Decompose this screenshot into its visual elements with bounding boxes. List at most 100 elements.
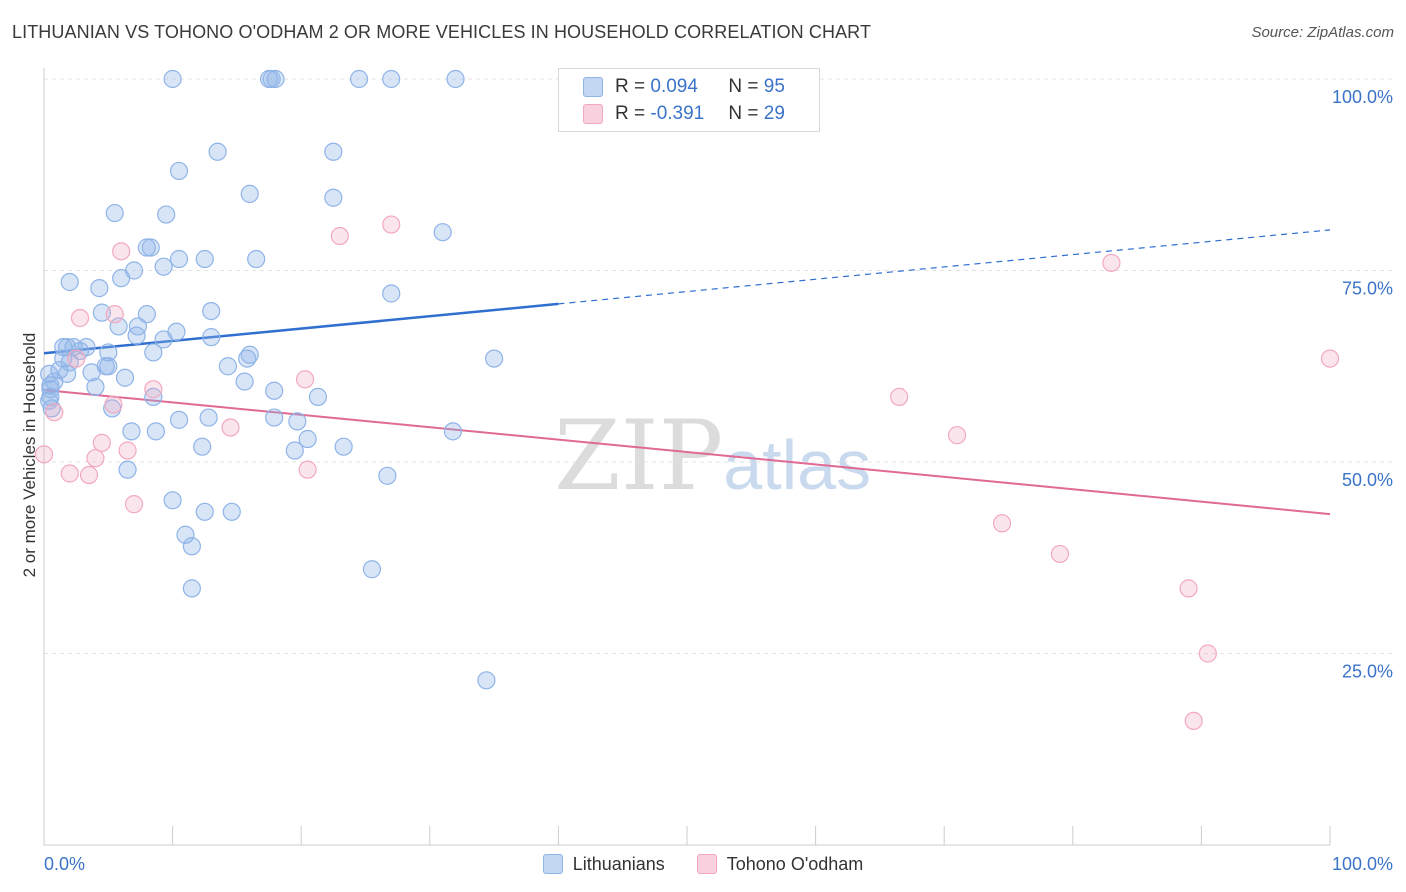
lithuanians-point xyxy=(115,368,135,387)
tohono-point xyxy=(60,464,79,483)
n-value: 95 xyxy=(763,76,785,97)
lithuanians-point xyxy=(122,422,141,441)
r-label: R = xyxy=(615,76,651,97)
watermark-atlas: atlas xyxy=(723,426,872,504)
stats-legend: R = 0.094 N = 95 R = -0.391 N = 29 xyxy=(558,68,820,132)
lithuanians-point xyxy=(208,142,227,161)
lithuanians-point xyxy=(112,269,131,288)
lithuanians-point xyxy=(382,69,401,89)
lithuanians-point xyxy=(222,502,241,521)
tohono-swatch xyxy=(696,854,717,874)
lithuanians-point xyxy=(195,249,214,269)
lithuanians-point xyxy=(443,422,463,441)
r-value: 0.094 xyxy=(650,76,698,97)
lithuanians-point xyxy=(90,279,109,298)
tohono-point xyxy=(298,460,317,479)
lithuanians-point xyxy=(182,579,201,598)
lithuanians-point xyxy=(99,343,118,362)
lithuanians-point xyxy=(41,380,60,399)
lithuanians-point xyxy=(324,142,343,161)
tohono-point xyxy=(1184,711,1203,731)
r-value: -0.391 xyxy=(650,103,705,124)
lithuanians-point xyxy=(485,349,504,368)
lithuanians-point xyxy=(154,330,173,349)
lithuanians-point xyxy=(262,69,281,89)
lithuanians-point xyxy=(324,188,343,207)
tohono-point xyxy=(34,445,54,464)
lithuanians-point xyxy=(128,317,147,336)
stats-row-tohono: R = -0.391 N = 29 xyxy=(583,102,785,126)
tohono-point xyxy=(330,226,349,246)
lithuanians-point xyxy=(218,357,237,376)
tohono-point xyxy=(1050,544,1070,564)
lithuanians-point xyxy=(154,257,173,276)
lithuanians-point xyxy=(182,537,201,556)
source-credit: Source: ZipAtlas.com xyxy=(1251,24,1394,41)
legend-label: Tohono O'odham xyxy=(726,853,864,874)
tohono-point xyxy=(70,308,90,328)
lithuanians-point xyxy=(238,349,257,368)
lithuanians-trend-extension xyxy=(558,229,1331,305)
tohono-point xyxy=(45,403,64,422)
tohono-point xyxy=(1179,579,1198,598)
lithuanians-point xyxy=(163,69,182,89)
tohono-point xyxy=(79,465,99,485)
y-tick-label: 100.0% xyxy=(1332,87,1393,107)
lithuanians-point xyxy=(265,408,284,427)
x-tick-label: 100.0% xyxy=(1332,854,1393,874)
lithuanians-point xyxy=(163,491,182,510)
legend-label: Lithuanians xyxy=(572,853,665,874)
tohono-point xyxy=(221,418,240,437)
y-tick-label: 75.0% xyxy=(1342,279,1393,299)
lithuanians-point xyxy=(298,429,317,449)
lithuanians-point xyxy=(82,363,101,382)
tohono-point xyxy=(992,514,1012,533)
tohono-point xyxy=(1320,349,1340,368)
tohono-point xyxy=(1102,253,1121,272)
lithuanians-point xyxy=(202,301,221,321)
lithuanians-point xyxy=(446,69,465,89)
lithuanians-point xyxy=(247,249,266,269)
tohono-point xyxy=(144,380,163,399)
lithuanians-point xyxy=(199,408,218,427)
lithuanians-point xyxy=(195,502,214,521)
lithuanians-point xyxy=(60,272,79,292)
lithuanians-point xyxy=(288,412,307,431)
lithuanians-point xyxy=(382,284,401,303)
chart-title: LITHUANIAN VS TOHONO O'ODHAM 2 OR MORE V… xyxy=(12,22,872,42)
lithuanians-point xyxy=(144,387,163,406)
legend-item-tohono[interactable]: Tohono O'odham xyxy=(696,853,864,875)
tohono-point xyxy=(124,495,144,514)
trend-lines xyxy=(43,229,1331,516)
lithuanians-point xyxy=(349,69,369,89)
lithuanians-point xyxy=(285,441,304,460)
tick-labels: 100.0% 75.0% 50.0% 25.0% 0.0% 100.0% xyxy=(44,87,1393,874)
tohono-point xyxy=(92,433,111,452)
lithuanians-point xyxy=(169,161,189,181)
series-legend: Lithuanians Tohono O'odham xyxy=(0,852,1406,876)
lithuanians-point xyxy=(169,410,189,429)
tohono-point xyxy=(118,441,137,460)
tohono-point xyxy=(1198,644,1217,663)
tohono-point xyxy=(105,305,124,324)
lithuanians-point xyxy=(202,328,221,347)
r-label: R = xyxy=(615,103,651,124)
lithuanians-point xyxy=(477,671,496,690)
axes xyxy=(43,68,1331,846)
lithuanians-point xyxy=(144,343,163,362)
watermark-zip: ZIP xyxy=(554,400,724,512)
lithuanians-point xyxy=(378,466,397,485)
n-label: N = xyxy=(728,76,764,97)
lithuanians-point xyxy=(265,381,284,400)
tohono-swatch xyxy=(583,104,603,124)
lithuanians-point xyxy=(86,377,105,397)
lithuanians-point xyxy=(146,422,165,441)
legend-item-lithuanians[interactable]: Lithuanians xyxy=(542,853,665,875)
lithuanians-point xyxy=(127,326,146,345)
tohono-point xyxy=(86,449,105,468)
lithuanians-point xyxy=(137,305,156,324)
lithuanians-point xyxy=(137,238,156,257)
tohono-point xyxy=(947,426,967,445)
tohono-point xyxy=(382,215,401,234)
lithuanians-point xyxy=(118,460,137,479)
